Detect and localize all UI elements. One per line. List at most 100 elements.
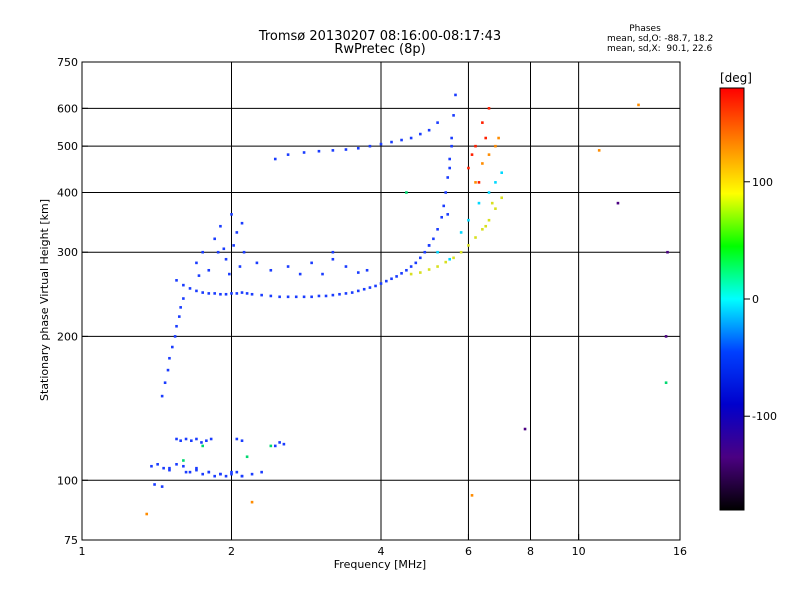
data-point [207, 470, 211, 474]
data-point [450, 136, 453, 140]
data-point [150, 464, 153, 468]
data-point [454, 93, 457, 97]
data-point [182, 283, 185, 287]
y-axis: 75 100 200 300 400 500 600 750 [57, 56, 88, 547]
data-point [321, 272, 324, 276]
data-point [385, 279, 388, 283]
data-point [405, 268, 408, 272]
data-point [487, 153, 491, 156]
scatter-points [145, 93, 669, 516]
data-point [338, 292, 341, 296]
data-point [273, 157, 277, 161]
data-point [260, 293, 263, 297]
data-point [450, 144, 453, 148]
data-point [182, 464, 185, 468]
data-point [160, 394, 164, 398]
data-point [494, 207, 497, 210]
data-point [350, 291, 354, 294]
data-point [197, 274, 201, 277]
data-point [173, 335, 177, 338]
data-point [240, 221, 244, 225]
data-point [500, 171, 503, 175]
data-point [255, 261, 259, 265]
data-point [213, 474, 216, 478]
data-point [484, 224, 488, 228]
data-point [477, 201, 481, 205]
y-tick-label: 500 [57, 140, 78, 153]
data-point [168, 356, 171, 360]
data-point [213, 237, 216, 241]
data-point [282, 442, 286, 446]
data-point [245, 292, 249, 295]
data-point [201, 291, 204, 294]
colorbar-ticks: 100 0 -100 [744, 176, 777, 423]
data-point [500, 196, 503, 200]
data-point [302, 295, 306, 299]
data-point [286, 153, 290, 156]
data-point [344, 148, 348, 151]
data-point [467, 166, 470, 170]
data-point [379, 142, 383, 146]
data-point [477, 181, 481, 184]
data-point [195, 261, 198, 265]
data-point [365, 268, 369, 272]
data-point [224, 292, 228, 296]
data-point [242, 250, 246, 254]
data-point [310, 261, 313, 265]
data-point [440, 215, 443, 219]
y-tick-label: 300 [57, 246, 78, 259]
y-axis-label: Stationary phase Virtual Height [km] [38, 199, 51, 401]
x-tick-label: 2 [228, 545, 235, 558]
data-point [344, 292, 348, 295]
y-tick-label: 200 [57, 330, 78, 343]
data-point [171, 345, 174, 349]
data-point [286, 265, 290, 268]
data-point [260, 470, 263, 474]
data-point [250, 472, 254, 476]
data-point [216, 250, 220, 254]
data-point [224, 474, 228, 478]
data-point [666, 250, 669, 254]
data-point [459, 231, 463, 234]
data-point [523, 427, 527, 431]
data-point [168, 468, 171, 472]
y-tick-label: 600 [57, 102, 78, 115]
data-point [162, 466, 165, 470]
data-point [230, 292, 233, 295]
data-point [432, 237, 435, 241]
data-point [179, 306, 182, 309]
data-point [427, 268, 431, 271]
data-point [195, 466, 198, 470]
data-point [331, 149, 335, 152]
data-point [481, 162, 484, 165]
data-point [153, 483, 156, 486]
data-point [490, 201, 494, 205]
data-point [269, 268, 273, 272]
data-point [444, 191, 448, 194]
data-point [436, 121, 439, 124]
data-point [452, 114, 455, 117]
data-point [474, 181, 477, 184]
data-point [188, 470, 192, 474]
x-tick-label: 6 [465, 545, 472, 558]
data-point [238, 265, 242, 268]
data-point [228, 272, 231, 276]
data-point [362, 287, 366, 291]
data-point [436, 265, 439, 268]
data-point [444, 260, 448, 264]
x-tick-label: 10 [572, 545, 586, 558]
data-point [419, 132, 422, 136]
data-point [245, 455, 249, 459]
data-point [163, 381, 167, 385]
data-point [145, 512, 149, 516]
stats-x-mode: mean, sd,X: 90.1, 22.6 [607, 44, 713, 54]
data-point [302, 151, 306, 154]
data-point [331, 257, 335, 261]
data-point [427, 244, 431, 247]
data-point [240, 474, 244, 478]
data-point [379, 282, 383, 285]
x-axis-label: Frequency [MHz] [334, 558, 426, 571]
data-point [474, 144, 477, 148]
data-point [207, 268, 211, 272]
